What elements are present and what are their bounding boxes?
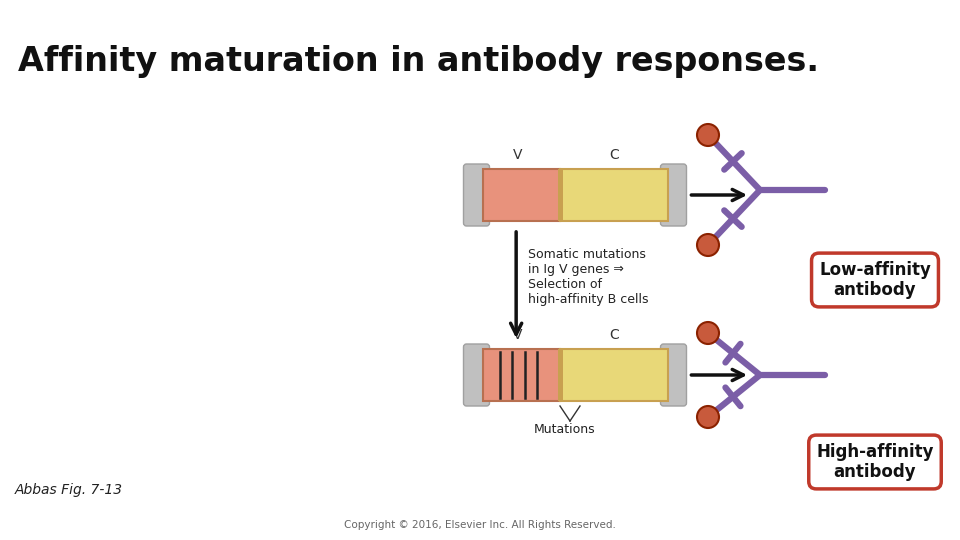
FancyBboxPatch shape: [660, 344, 686, 406]
Text: Copyright © 2016, Elsevier Inc. All Rights Reserved.: Copyright © 2016, Elsevier Inc. All Righ…: [344, 520, 616, 530]
Text: Somatic mutations
in Ig V genes ⇒
Selection of
high-affinity B cells: Somatic mutations in Ig V genes ⇒ Select…: [528, 248, 649, 306]
Circle shape: [697, 234, 719, 256]
Bar: [558, 349, 563, 401]
Bar: [483, 169, 561, 221]
Bar: [483, 349, 561, 401]
Text: Low-affinity
antibody: Low-affinity antibody: [819, 261, 931, 299]
FancyBboxPatch shape: [464, 164, 490, 226]
Text: V: V: [513, 328, 522, 342]
Circle shape: [697, 406, 719, 428]
Text: Abbas Fig. 7-13: Abbas Fig. 7-13: [15, 483, 123, 497]
Text: C: C: [609, 328, 619, 342]
FancyBboxPatch shape: [464, 344, 490, 406]
Circle shape: [697, 124, 719, 146]
Text: C: C: [609, 148, 619, 162]
Text: V: V: [513, 148, 522, 162]
Text: High-affinity
antibody: High-affinity antibody: [816, 443, 934, 481]
Text: Affinity maturation in antibody responses.: Affinity maturation in antibody response…: [18, 45, 819, 78]
Text: Mutations: Mutations: [534, 423, 596, 436]
Bar: [561, 169, 667, 221]
Bar: [561, 349, 667, 401]
Bar: [558, 169, 563, 221]
FancyBboxPatch shape: [660, 164, 686, 226]
Circle shape: [697, 322, 719, 344]
